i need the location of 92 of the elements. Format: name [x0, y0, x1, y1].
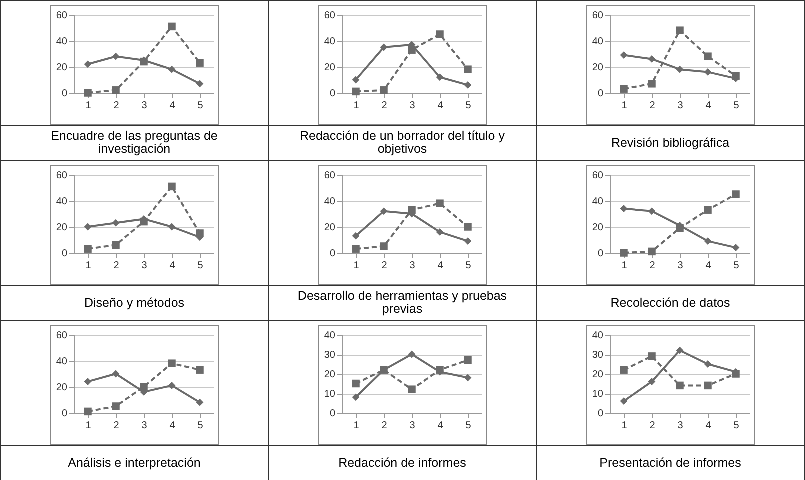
x-tick-label: 1 [622, 100, 628, 112]
x-tick-label: 4 [706, 260, 712, 272]
x-tick-label: 4 [438, 100, 444, 112]
x-tick-label: 4 [706, 420, 712, 432]
x-tick-label: 2 [650, 260, 656, 272]
x-tick-label: 3 [142, 420, 148, 432]
x-tick-label: 5 [198, 100, 204, 112]
y-tick-label: 0 [330, 408, 336, 420]
x-tick-label: 3 [410, 260, 416, 272]
y-tick-label: 10 [324, 389, 336, 400]
x-tick-label: 1 [354, 100, 360, 112]
x-tick-label: 1 [354, 260, 360, 272]
x-tick-label: 1 [86, 260, 92, 272]
y-tick-label: 20 [56, 222, 68, 234]
x-tick-label: 2 [114, 420, 120, 432]
y-tick-label: 40 [56, 196, 68, 208]
x-tick-label: 4 [170, 420, 176, 432]
y-tick-label: 40 [324, 36, 336, 48]
x-tick-label: 2 [114, 260, 120, 272]
y-tick-label: 20 [324, 222, 336, 234]
y-tick-label: 40 [592, 36, 604, 48]
text: Análisis e interpretación [1, 445, 268, 480]
text: Redacción de un borrador del título y objetivos [269, 125, 536, 160]
x-tick-label: 5 [466, 100, 472, 112]
x-tick-label: 2 [114, 100, 120, 112]
x-tick-label: 2 [382, 260, 388, 272]
x-tick-label: 5 [466, 260, 472, 272]
x-tick-label: 3 [678, 100, 684, 112]
y-tick-label: 0 [598, 248, 604, 260]
y-tick-label: 20 [592, 370, 604, 380]
x-tick-label: 5 [734, 100, 740, 112]
x-tick-label: 1 [86, 100, 92, 112]
y-tick-label: 30 [592, 350, 604, 361]
x-tick-label: 3 [410, 100, 416, 112]
y-tick-label: 0 [62, 248, 68, 260]
x-tick-label: 2 [382, 420, 388, 432]
x-tick-label: 3 [142, 260, 148, 272]
y-tick-label: 0 [62, 88, 68, 100]
x-tick-label: 5 [198, 420, 204, 432]
x-tick-label: 2 [650, 100, 656, 112]
x-tick-label: 3 [142, 100, 148, 112]
x-tick-label: 3 [678, 260, 684, 272]
y-tick-label: 20 [592, 62, 604, 74]
y-tick-label: 0 [62, 408, 68, 420]
y-tick-label: 20 [56, 382, 68, 394]
y-tick-label: 30 [324, 350, 336, 361]
x-tick-label: 2 [382, 100, 388, 112]
text: Desarrollo de herramientas y pruebas previas [269, 285, 536, 320]
y-tick-label: 0 [598, 88, 604, 100]
y-tick-label: 10 [592, 389, 604, 400]
y-tick-label: 60 [56, 170, 68, 182]
y-tick-label: 20 [592, 222, 604, 234]
y-tick-label: 40 [592, 196, 604, 208]
x-tick-label: 4 [706, 100, 712, 112]
y-tick-label: 60 [324, 170, 336, 182]
y-tick-label: 40 [324, 330, 336, 342]
y-tick-label: 60 [592, 10, 604, 22]
x-tick-label: 4 [170, 260, 176, 272]
y-tick-label: 20 [56, 62, 68, 74]
y-tick-label: 40 [592, 330, 604, 342]
x-tick-label: 5 [734, 420, 740, 432]
text: Diseño y métodos [1, 285, 268, 320]
x-tick-label: 3 [678, 420, 684, 432]
x-tick-label: 4 [438, 260, 444, 272]
x-tick-label: 5 [466, 420, 472, 432]
y-tick-label: 60 [56, 10, 68, 22]
y-tick-label: 60 [592, 170, 604, 182]
y-tick-label: 60 [324, 10, 336, 22]
x-tick-label: 1 [622, 420, 628, 432]
y-tick-label: 60 [56, 330, 68, 342]
x-tick-label: 1 [86, 420, 92, 432]
text: Revisión bibliográfica [537, 125, 804, 160]
text: Redacción de informes [269, 445, 536, 480]
text: Presentación de informes [537, 445, 804, 480]
x-tick-label: 5 [198, 260, 204, 272]
y-tick-label: 20 [324, 62, 336, 74]
text: Recolección de datos [537, 285, 804, 320]
y-tick-label: 20 [324, 370, 336, 380]
y-tick-label: 0 [330, 88, 336, 100]
y-tick-label: 40 [56, 36, 68, 48]
x-tick-label: 5 [734, 260, 740, 272]
y-tick-label: 0 [598, 408, 604, 420]
x-tick-label: 2 [650, 420, 656, 432]
text: Encuadre de las preguntas de investigación [1, 125, 268, 160]
x-tick-label: 4 [438, 420, 444, 432]
y-tick-label: 40 [324, 196, 336, 208]
x-tick-label: 3 [410, 420, 416, 432]
x-tick-label: 1 [622, 260, 628, 272]
y-tick-label: 40 [56, 356, 68, 368]
x-tick-label: 4 [170, 100, 176, 112]
x-tick-label: 1 [354, 420, 360, 432]
y-tick-label: 0 [330, 248, 336, 260]
